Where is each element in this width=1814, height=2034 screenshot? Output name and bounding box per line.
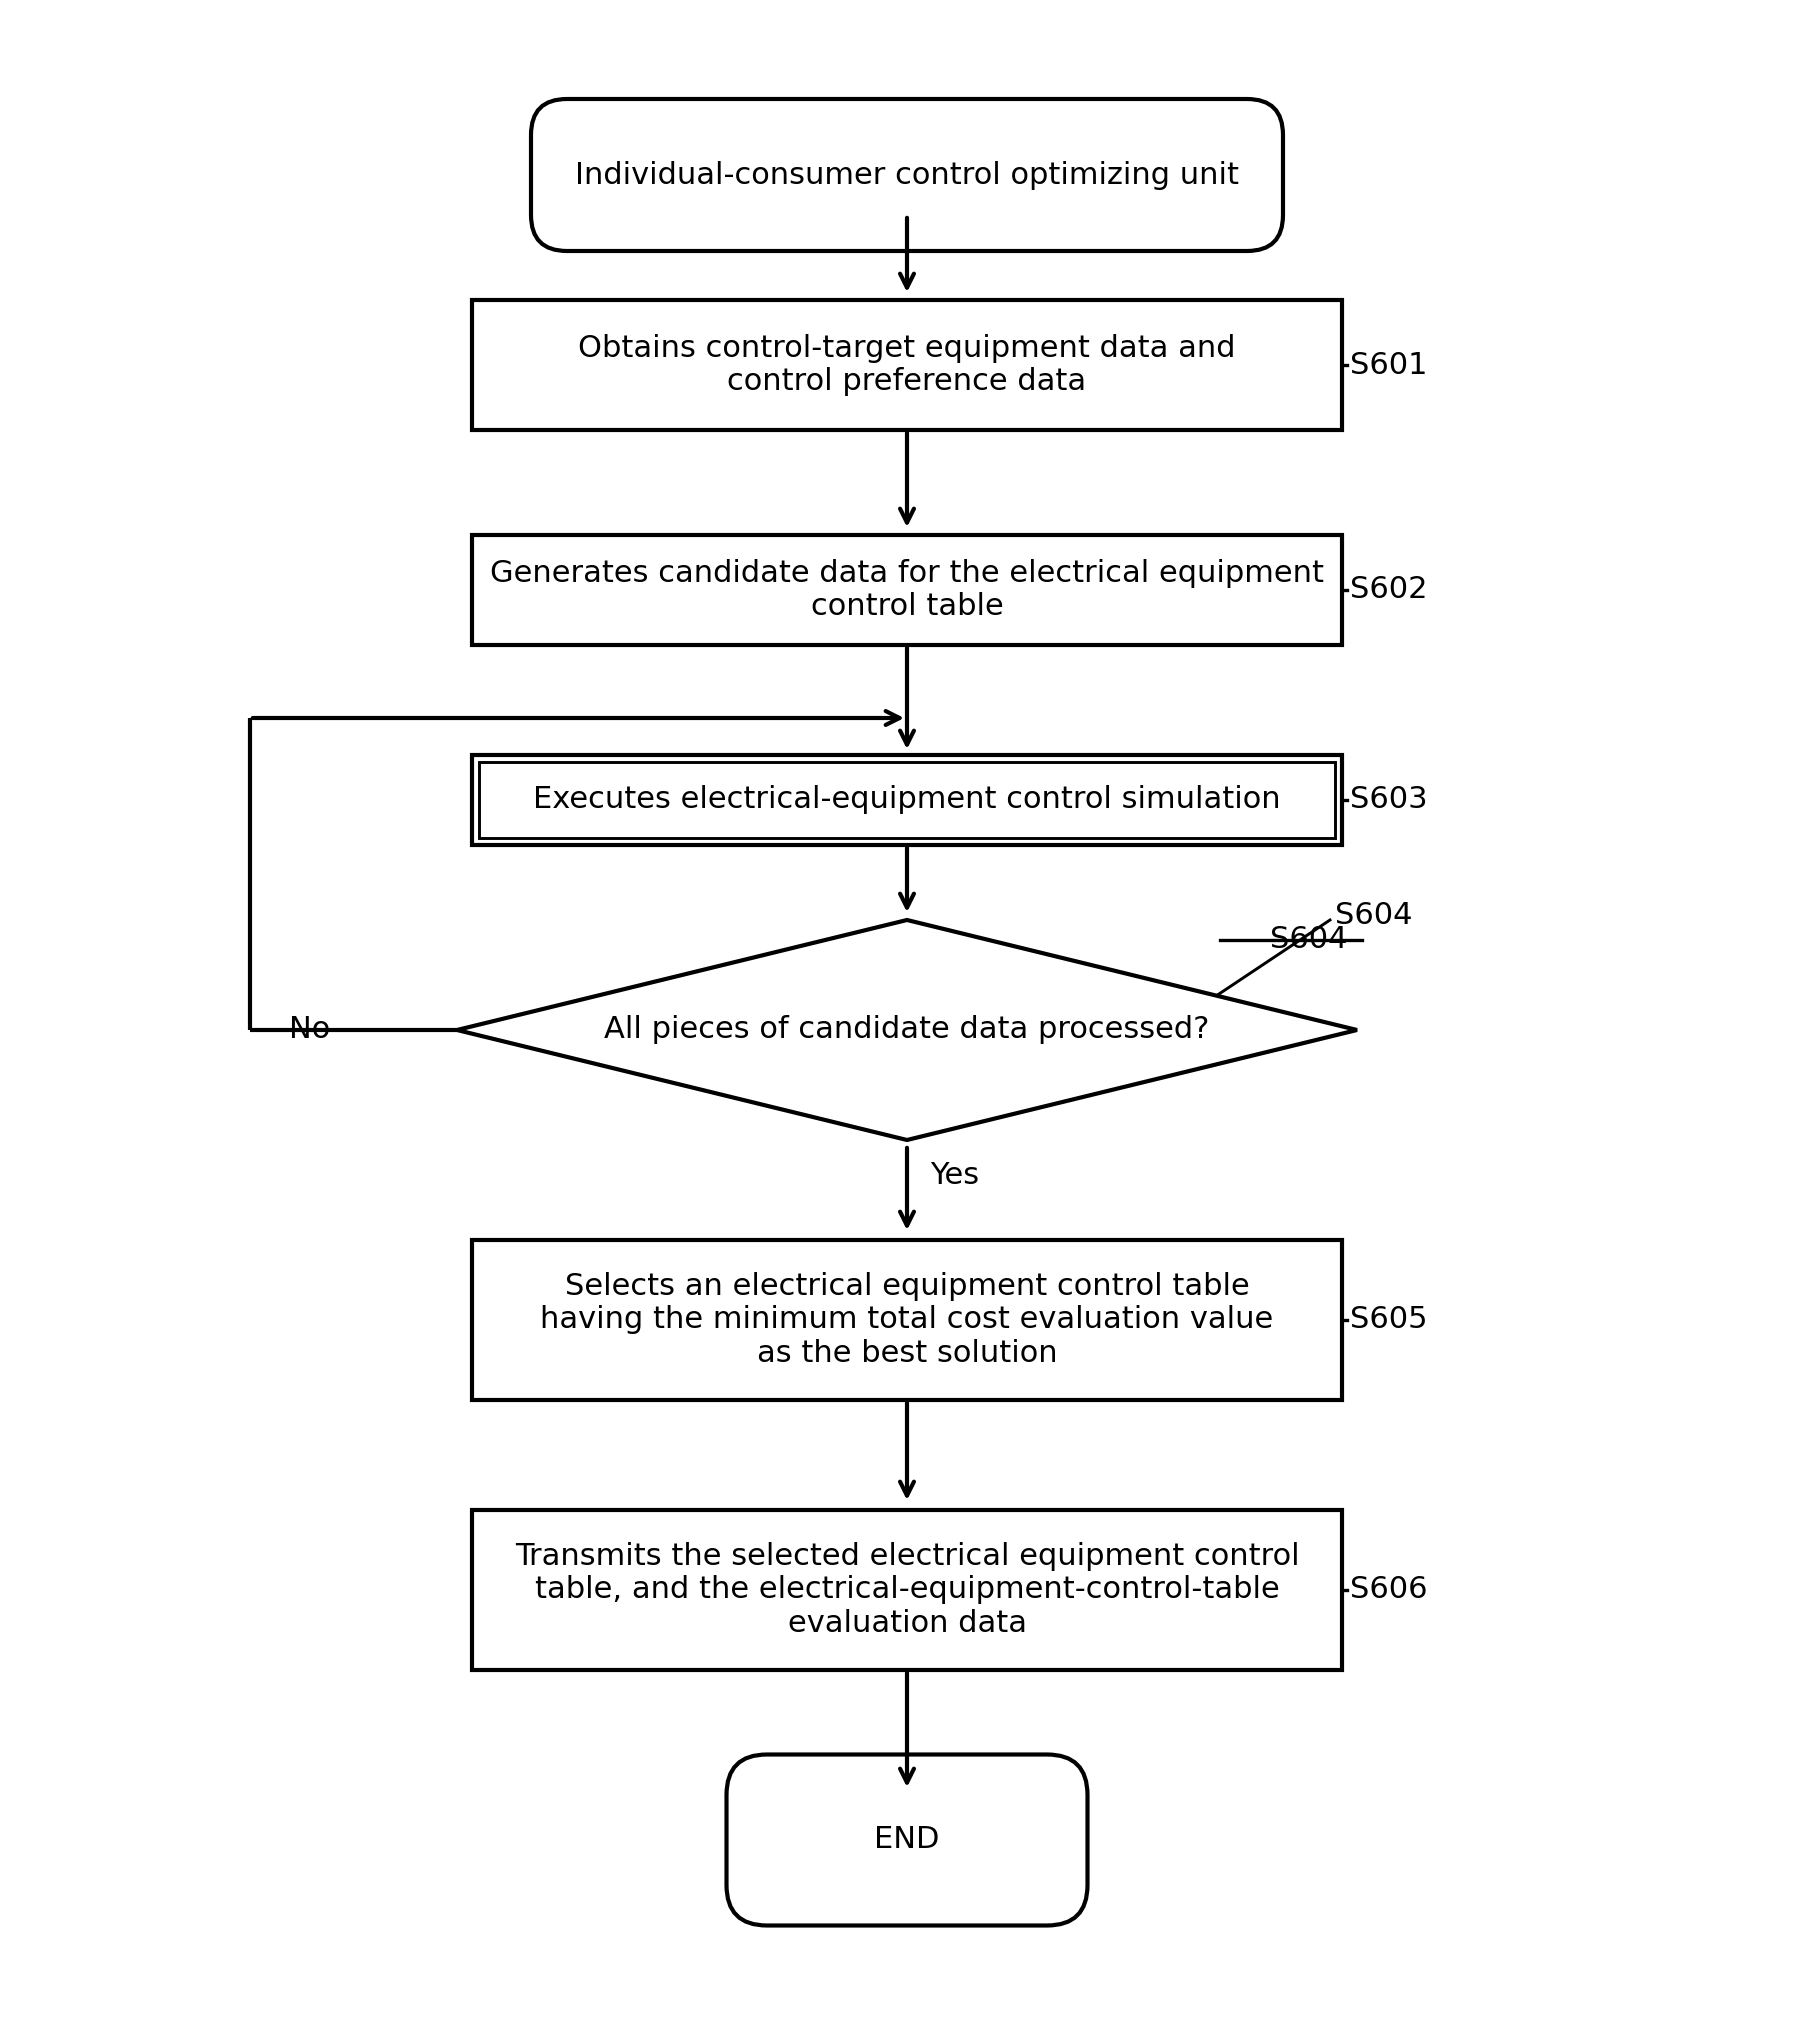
Bar: [472, 1241, 1342, 1399]
Text: S604: S604: [1270, 925, 1348, 954]
Bar: [472, 755, 1342, 844]
Bar: [472, 1509, 1342, 1670]
Text: S605: S605: [1350, 1306, 1428, 1334]
Text: Executes electrical-equipment control simulation: Executes electrical-equipment control si…: [533, 785, 1281, 814]
Text: S604: S604: [1335, 901, 1413, 930]
Text: No: No: [290, 1015, 330, 1045]
Text: S602: S602: [1350, 576, 1428, 604]
FancyBboxPatch shape: [726, 1755, 1088, 1926]
Text: Obtains control-target equipment data and
control preference data: Obtains control-target equipment data an…: [579, 334, 1235, 397]
Text: Generates candidate data for the electrical equipment
control table: Generates candidate data for the electri…: [490, 559, 1324, 620]
FancyBboxPatch shape: [532, 100, 1282, 250]
Text: Yes: Yes: [931, 1161, 980, 1190]
Text: S601: S601: [1350, 350, 1428, 380]
Polygon shape: [457, 919, 1357, 1139]
Text: Selects an electrical equipment control table
having the minimum total cost eval: Selects an electrical equipment control …: [541, 1271, 1273, 1369]
Text: Transmits the selected electrical equipment control
table, and the electrical-eq: Transmits the selected electrical equipm…: [515, 1542, 1299, 1637]
Text: All pieces of candidate data processed?: All pieces of candidate data processed?: [604, 1015, 1210, 1045]
Text: Individual-consumer control optimizing unit: Individual-consumer control optimizing u…: [575, 161, 1239, 189]
Text: S606: S606: [1350, 1576, 1428, 1605]
Bar: [472, 535, 1342, 645]
Text: END: END: [874, 1824, 940, 1855]
Bar: [472, 299, 1342, 429]
Bar: [479, 763, 1335, 838]
Text: S603: S603: [1350, 785, 1428, 814]
